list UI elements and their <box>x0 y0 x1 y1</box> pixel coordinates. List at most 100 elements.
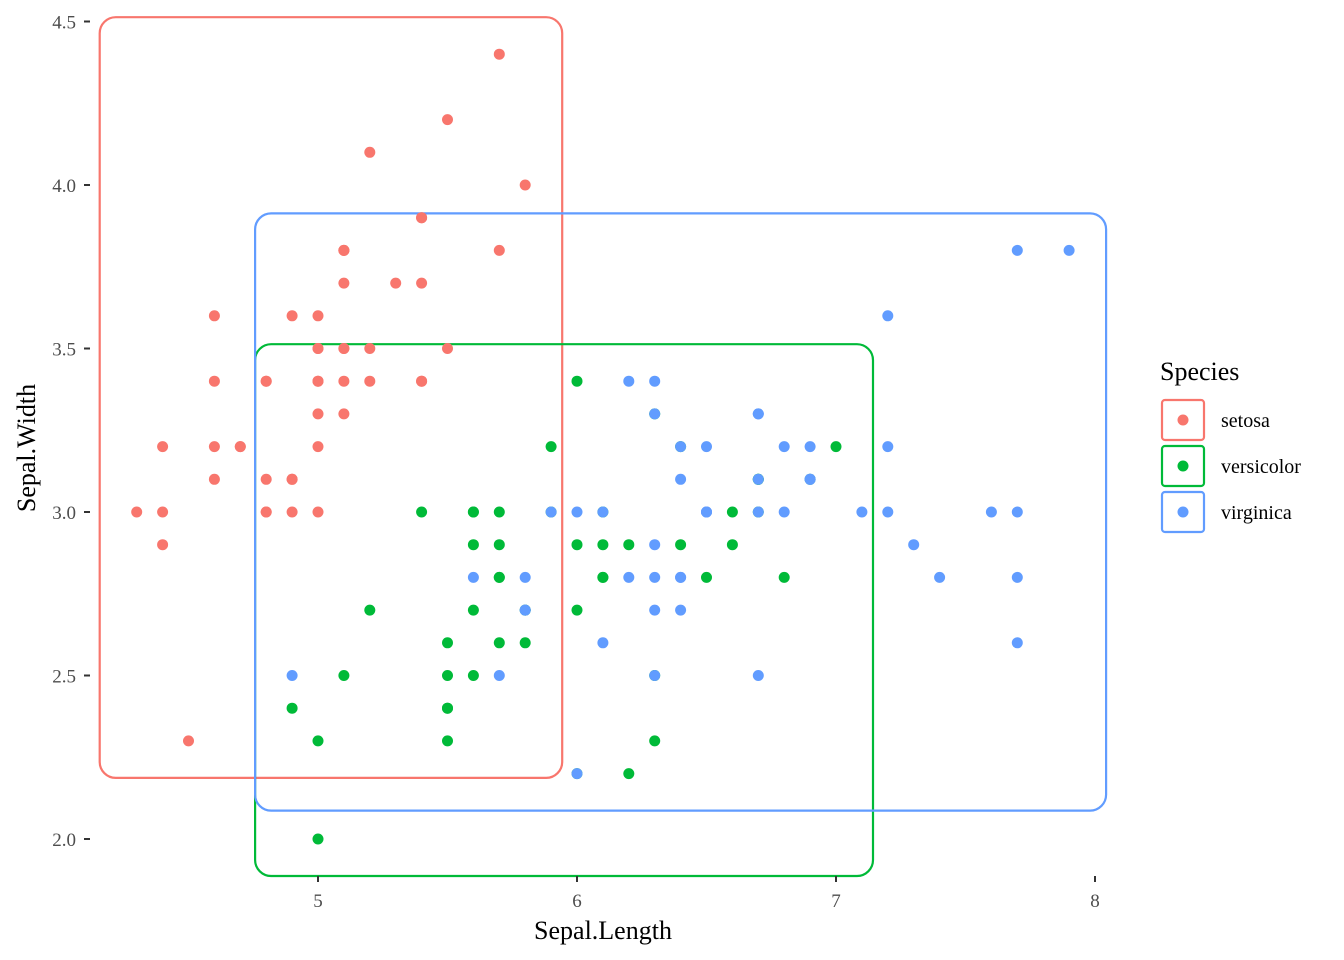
versicolor-point <box>597 571 609 583</box>
virginica-point <box>493 670 505 681</box>
setosa-point <box>338 375 350 387</box>
versicolor-point <box>623 539 635 551</box>
setosa-point <box>442 114 453 126</box>
setosa-point <box>260 506 272 518</box>
setosa-point <box>208 310 220 322</box>
setosa-point <box>493 244 505 256</box>
virginica-point <box>752 473 764 485</box>
setosa-point <box>364 343 376 354</box>
virginica-point <box>649 604 661 616</box>
setosa-point <box>364 146 376 158</box>
setosa-point <box>338 343 350 354</box>
virginica-point <box>804 473 816 485</box>
versicolor-point <box>467 670 479 681</box>
setosa-point <box>208 473 220 485</box>
virginica-point <box>701 506 712 518</box>
x-axis: 5 6 7 8 <box>313 876 1100 912</box>
versicolor-point <box>442 735 453 747</box>
virginica-point <box>467 571 479 583</box>
versicolor-point <box>467 539 479 551</box>
versicolor-point <box>726 539 738 551</box>
setosa-point <box>312 375 324 387</box>
setosa-point <box>312 408 324 420</box>
setosa-point <box>442 343 453 354</box>
versicolor-point <box>416 506 428 518</box>
versicolor-point <box>623 768 635 780</box>
setosa-legend-dot <box>1177 414 1189 426</box>
setosa-point <box>416 375 428 387</box>
virginica-point <box>856 506 868 518</box>
setosa-point <box>312 506 324 518</box>
versicolor-point <box>493 571 505 583</box>
virginica-point <box>519 571 531 583</box>
legend: Species setosa versicolor virginica <box>1160 357 1301 534</box>
setosa-point <box>519 179 531 191</box>
versicolor-point <box>442 702 453 714</box>
virginica-point <box>778 441 790 453</box>
virginica-point <box>752 408 764 420</box>
y-tick-label: 4.5 <box>52 13 76 34</box>
virginica-point <box>649 571 661 583</box>
x-tick-label: 8 <box>1090 891 1100 912</box>
virginica-point <box>1011 571 1023 583</box>
versicolor-point <box>442 670 453 681</box>
virginica-point <box>882 310 894 322</box>
virginica-point <box>649 375 661 387</box>
virginica-point <box>649 539 661 551</box>
virginica-point <box>934 571 946 583</box>
virginica-point <box>752 670 764 681</box>
setosa-point <box>157 441 169 453</box>
virginica-point <box>675 473 687 485</box>
versicolor-point <box>675 539 687 551</box>
versicolor-point <box>493 637 505 649</box>
virginica-point <box>675 571 687 583</box>
virginica-point <box>701 441 712 453</box>
legend-label-versicolor: versicolor <box>1221 456 1301 478</box>
setosa-point <box>312 310 324 322</box>
versicolor-point <box>519 637 531 649</box>
versicolor-point <box>571 604 583 616</box>
virginica-point <box>804 441 816 453</box>
virginica-point <box>545 506 557 518</box>
setosa-point <box>416 212 428 224</box>
setosa-point <box>157 506 169 518</box>
virginica-point <box>597 506 609 518</box>
virginica-point <box>882 441 894 453</box>
virginica-point <box>1011 637 1023 649</box>
x-tick-label: 7 <box>831 891 841 912</box>
versicolor-point <box>571 375 583 387</box>
virginica-point <box>623 571 635 583</box>
versicolor-point <box>571 539 583 551</box>
virginica-point <box>649 670 661 681</box>
virginica-point <box>597 637 609 649</box>
legend-label-virginica: virginica <box>1221 502 1292 524</box>
versicolor-point <box>312 735 324 747</box>
versicolor-point <box>312 833 324 845</box>
legend-label-setosa: setosa <box>1221 410 1270 432</box>
versicolor-point <box>338 670 350 681</box>
x-axis-title: Sepal.Length <box>534 916 672 945</box>
virginica-point <box>675 604 687 616</box>
data-points <box>131 48 1075 845</box>
setosa-point <box>364 375 376 387</box>
legend-title: Species <box>1160 357 1239 386</box>
setosa-point <box>286 310 298 322</box>
virginica-point <box>623 375 635 387</box>
versicolor-point <box>778 571 790 583</box>
setosa-point <box>493 48 505 60</box>
versicolor-point <box>726 506 738 518</box>
versicolor-point <box>493 539 505 551</box>
setosa-encircle-box <box>98 16 564 780</box>
setosa-point <box>286 473 298 485</box>
y-axis: 2.0 2.5 3.0 3.5 4.0 4.5 <box>52 13 90 851</box>
virginica-point <box>1011 244 1023 256</box>
virginica-point <box>882 506 894 518</box>
setosa-point <box>260 375 272 387</box>
setosa-point <box>390 277 402 289</box>
y-axis-title: Sepal.Width <box>12 384 41 512</box>
versicolor-point <box>830 441 842 453</box>
virginica-point <box>571 506 583 518</box>
virginica-point <box>571 768 583 780</box>
setosa-point <box>312 343 324 354</box>
versicolor-point <box>493 506 505 518</box>
